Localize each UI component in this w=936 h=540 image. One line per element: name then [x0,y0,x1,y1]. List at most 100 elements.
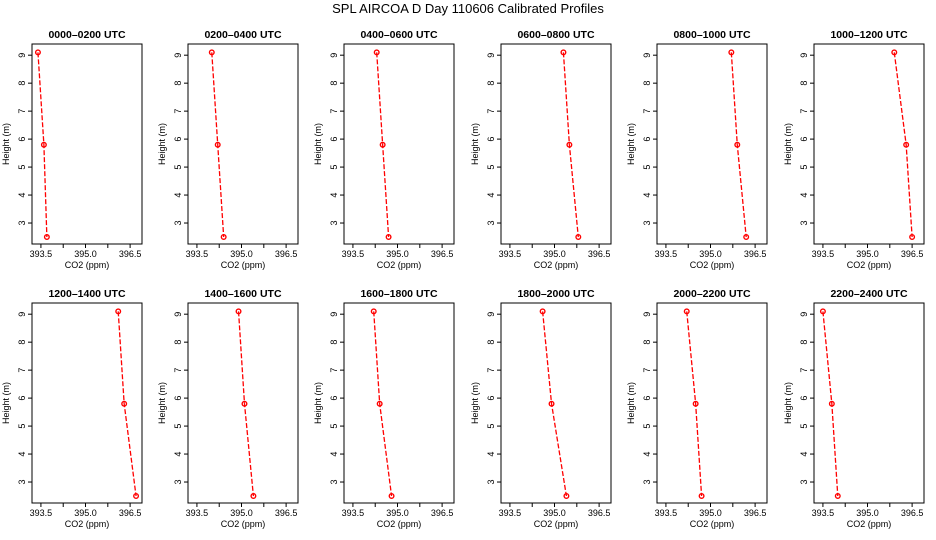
x-tick-label: 395.0 [856,249,879,259]
x-tick-label: 395.0 [543,508,566,518]
y-tick-label: 4 [642,193,652,198]
plot-frame [656,43,768,245]
data-point [692,400,699,407]
y-tick-label: 7 [486,368,496,373]
data-point [891,49,898,56]
y-tick-label: 4 [173,193,183,198]
data-point [698,493,705,500]
y-tick-label: 3 [799,221,809,226]
x-tick-label: 396.5 [119,508,142,518]
series-line [893,52,913,238]
y-axis-label: Height (m) [626,382,636,424]
panel-title: 2200–2400 UTC [830,288,907,300]
y-tick-label: 8 [173,340,183,345]
x-axis-label: CO2 (ppm) [847,519,892,529]
x-tick-label: 396.5 [588,508,611,518]
y-tick-label: 3 [17,221,27,226]
panel-title: 2000–2200 UTC [673,288,750,300]
y-tick-label: 6 [173,137,183,142]
y-axis-label: Height (m) [157,382,167,424]
x-tick-label: 395.0 [74,249,97,259]
y-tick-label: 3 [799,480,809,485]
y-tick-label: 8 [799,81,809,86]
panel-title: 0800–1000 UTC [673,29,750,41]
x-tick-label: 393.5 [342,249,365,259]
plot-frame [813,302,925,504]
data-point [34,49,41,56]
y-tick-label: 4 [799,452,809,457]
y-tick-label: 4 [173,452,183,457]
y-tick-label: 8 [173,81,183,86]
panel-title: 0200–0400 UTC [204,29,281,41]
data-point [379,141,386,148]
chart-panel-6: 1000–1200 UTC 393.5 395.0 396.5 3 4 5 6 7 8 9 CO2 (… [783,29,925,270]
x-tick-label: 396.5 [901,508,924,518]
x-axis-label: CO2 (ppm) [65,260,110,270]
y-tick-label: 9 [17,312,27,317]
x-tick-label: 396.5 [431,508,454,518]
y-axis-label: Height (m) [626,123,636,165]
y-tick-label: 6 [642,396,652,401]
y-tick-label: 5 [329,424,339,429]
y-axis-label: Height (m) [1,123,11,165]
y-tick-label: 5 [642,165,652,170]
plot-frame [500,43,612,245]
data-point [241,400,248,407]
y-tick-label: 6 [799,396,809,401]
x-axis-label: CO2 (ppm) [690,519,735,529]
y-tick-label: 7 [642,368,652,373]
data-point [563,493,570,500]
data-point [828,400,835,407]
panel-title: 0400–0600 UTC [360,29,437,41]
x-tick-label: 393.5 [812,249,835,259]
y-tick-label: 5 [486,165,496,170]
y-axis-label: Height (m) [313,382,323,424]
panel-title: 0000–0200 UTC [48,29,125,41]
data-point [834,493,841,500]
x-axis-label: CO2 (ppm) [377,260,422,270]
x-tick-label: 396.5 [275,508,298,518]
y-tick-label: 9 [799,312,809,317]
y-tick-label: 5 [173,165,183,170]
series-line [117,311,137,497]
y-tick-label: 4 [17,193,27,198]
data-point [235,308,242,315]
y-tick-label: 7 [799,368,809,373]
x-tick-label: 395.0 [230,508,253,518]
x-tick-label: 393.5 [655,508,678,518]
x-tick-label: 393.5 [186,249,209,259]
y-tick-label: 3 [642,221,652,226]
data-point [548,400,555,407]
chart-panel-7: 1200–1400 UTC 393.5 395.0 396.5 3 4 5 6 7 8 9 CO2 (… [1,288,143,529]
x-tick-label: 393.5 [812,508,835,518]
y-tick-label: 5 [799,424,809,429]
y-tick-label: 8 [17,81,27,86]
y-tick-label: 9 [17,53,27,58]
y-tick-label: 4 [17,452,27,457]
panel-title: 1400–1600 UTC [204,288,281,300]
data-point [728,49,735,56]
y-tick-label: 9 [486,312,496,317]
y-tick-label: 8 [642,340,652,345]
y-tick-label: 9 [642,53,652,58]
y-tick-label: 7 [329,109,339,114]
series-line [37,52,48,238]
y-tick-label: 6 [486,396,496,401]
y-tick-label: 7 [173,109,183,114]
y-axis-label: Height (m) [783,123,793,165]
data-point [743,234,750,241]
x-tick-label: 393.5 [342,508,365,518]
y-tick-label: 4 [642,452,652,457]
y-tick-label: 5 [799,165,809,170]
series-line [562,52,579,238]
x-tick-label: 393.5 [30,249,53,259]
plot-frame [500,302,612,504]
data-point [566,141,573,148]
plot-frame [187,302,299,504]
chart-panel-4: 0600–0800 UTC 393.5 395.0 396.5 3 4 5 6 7 8 9 CO2 (… [470,29,612,270]
plot-frame [187,43,299,245]
panel-title: 0600–0800 UTC [517,29,594,41]
data-point [575,234,582,241]
y-tick-label: 8 [642,81,652,86]
y-tick-label: 6 [486,137,496,142]
